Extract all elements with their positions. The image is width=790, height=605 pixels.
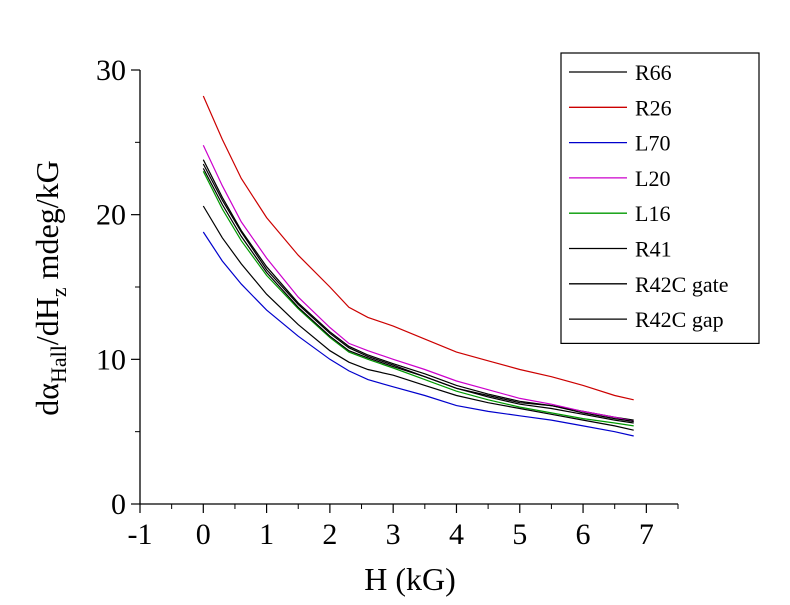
x-tick-label: 6 (576, 518, 591, 551)
y-tick-label: 10 (96, 343, 126, 376)
y-tick-label: 30 (96, 54, 126, 87)
x-tick-label: 4 (449, 518, 464, 551)
y-tick-label: 0 (111, 488, 126, 521)
series-line-l16 (202, 171, 634, 427)
legend-label: L20 (635, 166, 670, 191)
x-tick-label: 5 (512, 518, 527, 551)
legend-label: R42C gap (635, 307, 724, 332)
series-line-r42c-gap (202, 168, 634, 424)
y-axis-title: dαHall/dHz mdeg/kG (29, 160, 71, 416)
series-line-l70 (202, 231, 634, 437)
legend-label: L16 (635, 201, 670, 226)
legend-label: R66 (635, 60, 672, 85)
x-tick-label: 0 (196, 518, 211, 551)
series-line-r41 (202, 159, 634, 423)
y-tick-label: 20 (96, 199, 126, 232)
legend-box (560, 52, 760, 344)
legend-label: R41 (635, 237, 672, 262)
series-line-l20 (202, 144, 634, 423)
legend: R66 R26 L70 L20 L16 R41 R42C gate R42C gap (560, 52, 760, 344)
legend-label: R42C gate (635, 272, 729, 297)
legend-label: L70 (635, 131, 670, 156)
legend-label: R26 (635, 95, 672, 120)
x-axis-title: H (kG) (364, 561, 456, 597)
plot-area (202, 95, 634, 437)
x-tick-label: 1 (259, 518, 274, 551)
x-tick-label: 7 (639, 518, 654, 551)
series-line-r26 (202, 95, 634, 401)
x-tick-label: -1 (128, 518, 153, 551)
x-tick-label: 2 (322, 518, 337, 551)
x-tick-label: 3 (386, 518, 401, 551)
series-line-r42c-gate (202, 205, 634, 431)
